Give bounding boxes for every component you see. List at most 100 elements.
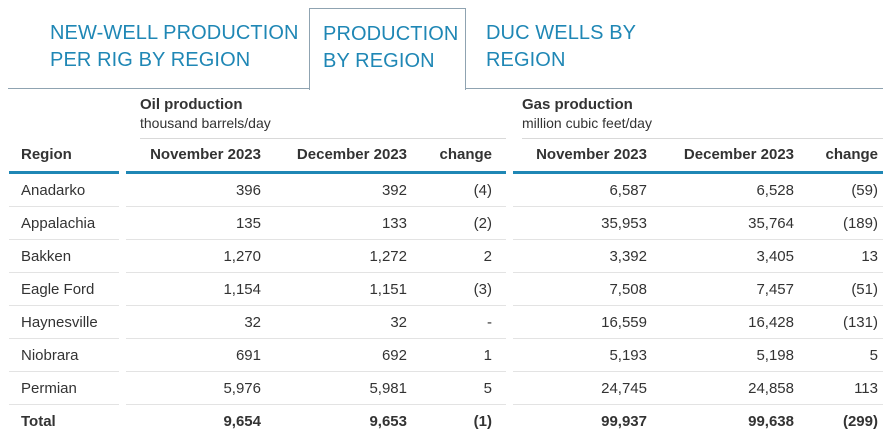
cell-gas-november-2023: 6,587 [609, 182, 647, 199]
cell-gas-december-2023: 6,528 [756, 182, 794, 199]
cell-oil-december-2023: 1,272 [369, 248, 407, 265]
tab-production-by-region[interactable]: PRODUCTION BY REGION [309, 8, 466, 90]
cell-gas-november-2023: 16,559 [601, 314, 647, 331]
cell-oil-november-2023: 5,976 [223, 380, 261, 397]
cell-oil-november-2023: 9,654 [223, 413, 261, 430]
row-divider [9, 338, 119, 339]
table-row: Anadarko 396 392 (4) 6,587 6,528 (59) [0, 174, 883, 207]
column-header-oil-december-2023: December 2023 [296, 146, 407, 163]
table-row: Eagle Ford 1,154 1,151 (3) 7,508 7,457 (51) [0, 273, 883, 306]
cell-region: Appalachia [21, 215, 96, 232]
tab-label-line-2: PER RIG BY REGION [50, 49, 251, 71]
gas-production-group-header: Gas production million cubic feet/day [522, 96, 652, 131]
cell-oil-november-2023: 1,270 [223, 248, 261, 265]
cell-region: Niobrara [21, 347, 79, 364]
row-divider [9, 206, 119, 207]
cell-oil-november-2023: 396 [235, 182, 261, 199]
cell-gas-november-2023: 99,937 [601, 413, 647, 430]
row-divider [513, 338, 883, 339]
row-divider [126, 239, 506, 240]
cell-oil-december-2023: 9,653 [369, 413, 407, 430]
cell-gas-december-2023: 99,638 [748, 413, 794, 430]
cell-oil-change: 5 [483, 380, 492, 397]
row-divider [513, 239, 883, 240]
table-row: Haynesville 32 32 - 16,559 16,428 (131) [0, 306, 883, 339]
column-header-gas-november-2023: November 2023 [536, 146, 647, 163]
cell-oil-change: 2 [483, 248, 492, 265]
cell-gas-november-2023: 3,392 [609, 248, 647, 265]
tab-label-line-1: PRODUCTION [323, 23, 459, 45]
tab-new-well-production-per-rig[interactable]: NEW-WELL PRODUCTION PER RIG BY REGION [50, 8, 305, 88]
cell-oil-november-2023: 691 [235, 347, 261, 364]
cell-region: Total [21, 413, 56, 430]
region-header-underline [9, 171, 119, 174]
column-header-region: Region [21, 146, 72, 163]
cell-oil-change: 1 [483, 347, 492, 364]
row-divider [513, 272, 883, 273]
row-divider [513, 305, 883, 306]
cell-gas-change: 5 [869, 347, 878, 364]
table-row: Permian 5,976 5,981 5 24,745 24,858 113 [0, 372, 883, 405]
tab-duc-wells-by-region[interactable]: DUC WELLS BY REGION [486, 8, 686, 88]
cell-oil-december-2023: 5,981 [369, 380, 407, 397]
tab-label-line-1: NEW-WELL PRODUCTION [50, 22, 299, 44]
cell-gas-change: (189) [842, 215, 878, 232]
cell-gas-december-2023: 16,428 [748, 314, 794, 331]
cell-gas-december-2023: 24,858 [748, 380, 794, 397]
tab-label-line-2: REGION [486, 49, 566, 71]
row-divider [126, 206, 506, 207]
column-header-gas-change: change [825, 146, 878, 163]
cell-gas-december-2023: 5,198 [756, 347, 794, 364]
row-divider [126, 305, 506, 306]
cell-gas-change: 113 [854, 380, 878, 397]
row-divider [9, 371, 119, 372]
row-divider [9, 404, 119, 405]
cell-oil-december-2023: 392 [381, 182, 407, 199]
row-divider [513, 371, 883, 372]
cell-gas-december-2023: 7,457 [756, 281, 794, 298]
cell-oil-november-2023: 1,154 [223, 281, 261, 298]
row-divider [9, 239, 119, 240]
gas-production-title: Gas production [522, 96, 633, 113]
column-header-gas-december-2023: December 2023 [683, 146, 794, 163]
oil-production-title: Oil production [140, 96, 243, 113]
cell-gas-december-2023: 35,764 [748, 215, 794, 232]
cell-oil-november-2023: 135 [235, 215, 261, 232]
row-divider [126, 371, 506, 372]
gas-header-underline [513, 171, 883, 174]
row-divider [9, 305, 119, 306]
cell-region: Haynesville [21, 314, 98, 331]
cell-gas-change: (299) [842, 413, 878, 430]
cell-gas-change: (51) [851, 281, 878, 298]
cell-gas-november-2023: 24,745 [601, 380, 647, 397]
cell-region: Bakken [21, 248, 72, 265]
row-divider [513, 206, 883, 207]
cell-region: Anadarko [21, 182, 86, 199]
row-divider [9, 272, 119, 273]
gas-production-unit: million cubic feet/day [522, 115, 652, 131]
tab-label-line-1: DUC WELLS BY [486, 22, 637, 44]
oil-group-divider [140, 138, 506, 139]
column-header-oil-change: change [439, 146, 492, 163]
row-divider [126, 272, 506, 273]
row-divider [513, 404, 883, 405]
oil-production-group-header: Oil production thousand barrels/day [140, 96, 271, 131]
cell-gas-november-2023: 7,508 [609, 281, 647, 298]
table-row: Bakken 1,270 1,272 2 3,392 3,405 13 [0, 240, 883, 273]
cell-gas-november-2023: 35,953 [601, 215, 647, 232]
gas-group-divider [522, 138, 883, 139]
cell-oil-change: (2) [473, 215, 492, 232]
oil-production-unit: thousand barrels/day [140, 115, 271, 131]
oil-header-underline [126, 171, 506, 174]
cell-oil-change: - [487, 314, 492, 331]
row-divider [126, 404, 506, 405]
region-tabs: NEW-WELL PRODUCTION PER RIG BY REGION PR… [0, 0, 883, 90]
cell-oil-change: (3) [473, 281, 492, 298]
cell-oil-december-2023: 32 [390, 314, 407, 331]
cell-oil-december-2023: 692 [381, 347, 407, 364]
cell-gas-december-2023: 3,405 [756, 248, 794, 265]
cell-oil-november-2023: 32 [244, 314, 261, 331]
cell-oil-december-2023: 1,151 [369, 281, 407, 298]
cell-gas-november-2023: 5,193 [609, 347, 647, 364]
cell-region: Eagle Ford [21, 281, 95, 298]
